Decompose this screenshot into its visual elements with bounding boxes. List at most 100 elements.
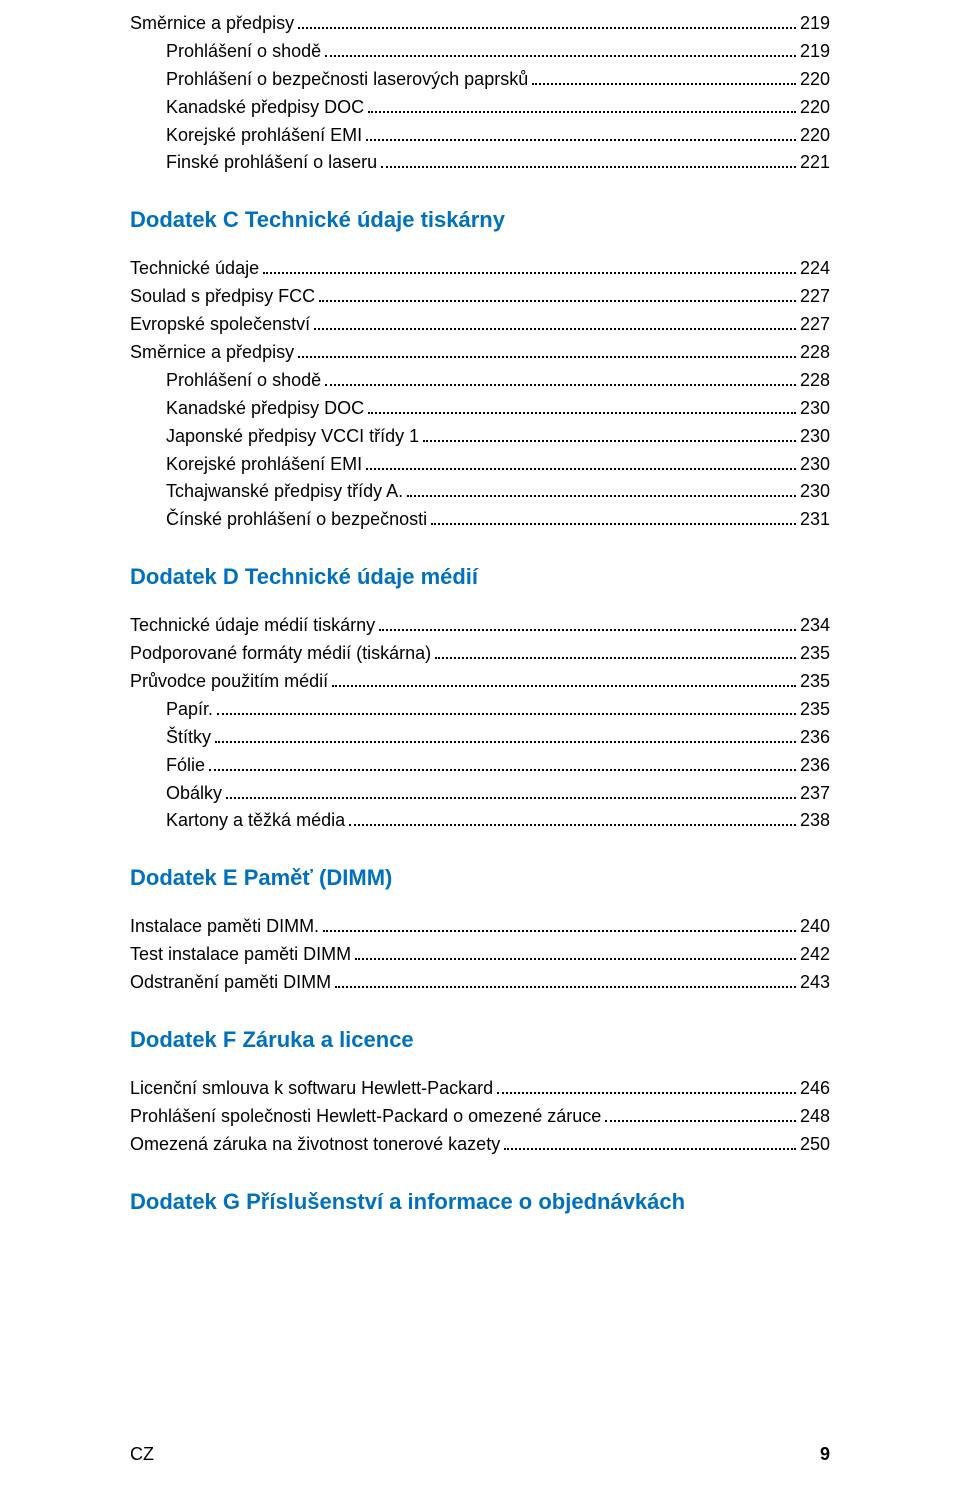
toc-dots: [349, 810, 796, 826]
toc-dots: [325, 41, 796, 57]
toc-dots: [319, 286, 796, 302]
toc-dots: [532, 69, 796, 85]
toc-label: Prohlášení o shodě: [166, 38, 321, 66]
toc-label: Směrnice a předpisy: [130, 339, 294, 367]
page-footer: CZ 9: [0, 1444, 960, 1465]
toc-page-number: 243: [800, 969, 830, 997]
toc-entry: Prohlášení společnosti Hewlett-Packard o…: [130, 1103, 830, 1131]
toc-dots: [379, 615, 796, 631]
section-heading: Dodatek D Technické údaje médií: [130, 564, 830, 590]
toc-page-number: 230: [800, 451, 830, 479]
toc-page-number: 235: [800, 696, 830, 724]
toc-label: Instalace paměti DIMM.: [130, 913, 319, 941]
toc-entry: Papír.235: [130, 696, 830, 724]
toc-dots: [431, 509, 796, 525]
toc-page-number: 220: [800, 66, 830, 94]
toc-entry: Japonské předpisy VCCI třídy 1230: [130, 423, 830, 451]
toc-label: Japonské předpisy VCCI třídy 1: [166, 423, 419, 451]
toc-dots: [209, 755, 796, 771]
toc-entry: Prohlášení o shodě219: [130, 38, 830, 66]
toc-entry: Evropské společenství 227: [130, 311, 830, 339]
toc-entry: Licenční smlouva k softwaru Hewlett-Pack…: [130, 1075, 830, 1103]
toc-dots: [368, 398, 796, 414]
toc-entry: Kanadské předpisy DOC230: [130, 395, 830, 423]
toc-entry: Prohlášení o shodě 228: [130, 367, 830, 395]
toc-page-number: 220: [800, 122, 830, 150]
toc-section: Dodatek G Příslušenství a informace o ob…: [130, 1189, 830, 1215]
toc-page-number: 237: [800, 780, 830, 808]
toc-label: Evropské společenství: [130, 311, 310, 339]
toc-label: Čínské prohlášení o bezpečnosti: [166, 506, 427, 534]
section-heading: Dodatek G Příslušenství a informace o ob…: [130, 1189, 830, 1215]
toc-page-number: 231: [800, 506, 830, 534]
toc-entry: Průvodce použitím médií235: [130, 668, 830, 696]
toc-label: Korejské prohlášení EMI: [166, 122, 362, 150]
section-heading: Dodatek F Záruka a licence: [130, 1027, 830, 1053]
toc-dots: [407, 481, 796, 497]
toc-entry: Směrnice a předpisy 228: [130, 339, 830, 367]
toc-entry: Technické údaje 224: [130, 255, 830, 283]
toc-page-number: 236: [800, 752, 830, 780]
toc-dots: [355, 944, 796, 960]
toc-label: Odstranění paměti DIMM: [130, 969, 331, 997]
toc-page-number: 228: [800, 367, 830, 395]
toc-dots: [325, 370, 796, 386]
toc-entry: Finské prohlášení o laseru221: [130, 149, 830, 177]
toc-page-number: 236: [800, 724, 830, 752]
toc-label: Korejské prohlášení EMI: [166, 451, 362, 479]
toc-entry: Odstranění paměti DIMM 243: [130, 969, 830, 997]
toc-dots: [368, 96, 796, 112]
toc-entry: Kanadské předpisy DOC220: [130, 94, 830, 122]
toc-label: Štítky: [166, 724, 211, 752]
toc-label: Kartony a těžká média: [166, 807, 345, 835]
toc-label: Obálky: [166, 780, 222, 808]
toc-page-number: 250: [800, 1131, 830, 1159]
toc-entry: Technické údaje médií tiskárny234: [130, 612, 830, 640]
toc-section: Směrnice a předpisy 219 Prohlášení o shod…: [130, 10, 830, 177]
toc-dots: [215, 727, 796, 743]
toc-page-number: 238: [800, 807, 830, 835]
toc-page-number: 227: [800, 283, 830, 311]
toc-page-number: 224: [800, 255, 830, 283]
toc-page-number: 248: [800, 1103, 830, 1131]
toc-label: Prohlášení o shodě: [166, 367, 321, 395]
toc-label: Směrnice a předpisy: [130, 10, 294, 38]
toc-label: Podporované formáty médií (tiskárna): [130, 640, 431, 668]
toc-entry: Prohlášení o bezpečnosti laserových papr…: [130, 66, 830, 94]
toc-page-number: 221: [800, 149, 830, 177]
toc-label: Licenční smlouva k softwaru Hewlett-Pack…: [130, 1075, 493, 1103]
toc-page-number: 235: [800, 640, 830, 668]
toc-label: Soulad s předpisy FCC: [130, 283, 315, 311]
toc-label: Fólie: [166, 752, 205, 780]
toc-page-number: 219: [800, 10, 830, 38]
toc-label: Tchajwanské předpisy třídy A.: [166, 478, 403, 506]
toc-entry: Fólie 236: [130, 752, 830, 780]
toc-label: Technické údaje: [130, 255, 259, 283]
toc-label: Technické údaje médií tiskárny: [130, 612, 375, 640]
toc-page-number: 227: [800, 311, 830, 339]
toc-dots: [381, 152, 796, 168]
toc-page-number: 242: [800, 941, 830, 969]
toc-dots: [226, 782, 796, 798]
toc-dots: [423, 426, 796, 442]
toc-dots: [217, 699, 796, 715]
toc-dots: [298, 342, 796, 358]
toc-section: Dodatek D Technické údaje médií Technick…: [130, 564, 830, 835]
toc-page-number: 220: [800, 94, 830, 122]
toc-entry: Test instalace paměti DIMM242: [130, 941, 830, 969]
footer-page-number: 9: [820, 1444, 830, 1465]
toc-entry: Omezená záruka na životnost tonerové kaz…: [130, 1131, 830, 1159]
toc-dots: [314, 314, 796, 330]
toc-entry: Čínské prohlášení o bezpečnosti 231: [130, 506, 830, 534]
toc-section: Dodatek E Paměť (DIMM) Instalace paměti …: [130, 865, 830, 997]
section-heading: Dodatek C Technické údaje tiskárny: [130, 207, 830, 233]
toc-dots: [605, 1106, 796, 1122]
toc-dots: [497, 1078, 796, 1094]
toc-page-number: 240: [800, 913, 830, 941]
toc-page-number: 235: [800, 668, 830, 696]
toc-entry: Směrnice a předpisy 219: [130, 10, 830, 38]
toc-page-number: 228: [800, 339, 830, 367]
toc-page-number: 230: [800, 478, 830, 506]
toc-entry: Tchajwanské předpisy třídy A. 230: [130, 478, 830, 506]
toc-section: Dodatek C Technické údaje tiskárny Techn…: [130, 207, 830, 534]
